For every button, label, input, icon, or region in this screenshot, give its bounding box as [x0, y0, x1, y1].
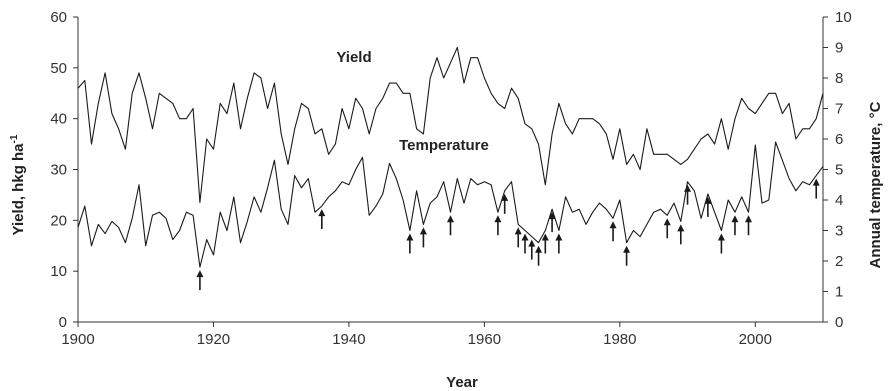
- y-right-tick-label: 7: [835, 101, 843, 118]
- arrow-markers: [196, 178, 820, 291]
- y-right-tick-label: 3: [835, 223, 843, 240]
- arrow-head: [535, 245, 543, 253]
- y-right-tick-labels: 0 1 2 3 4 5 6 7 8 9 10: [835, 9, 852, 331]
- arrow-marker: [548, 212, 556, 233]
- arrow-head: [419, 227, 427, 235]
- y-right-tick-label: 2: [835, 253, 843, 270]
- arrow-marker: [514, 227, 522, 248]
- y-left-axis-title-text: Yield, hkg ha: [10, 143, 27, 236]
- y-left-tick-label: 60: [50, 9, 67, 26]
- arrow-head: [521, 233, 529, 241]
- x-tick-label: 1900: [61, 331, 94, 348]
- arrow-head: [548, 212, 556, 220]
- arrow-head: [731, 215, 739, 223]
- arrow-head: [555, 233, 563, 241]
- arrow-marker: [717, 233, 725, 254]
- arrow-marker: [745, 215, 752, 236]
- y-left-tick-label: 50: [50, 60, 67, 77]
- y-left-tick-label: 20: [50, 212, 67, 229]
- arrow-head: [514, 227, 522, 235]
- x-tick-label: 1960: [468, 331, 501, 348]
- y-left-tick-labels: 0 10 20 30 40 50 60: [50, 9, 67, 331]
- arrow-marker: [419, 227, 427, 248]
- arrow-marker: [406, 233, 414, 254]
- series-label-yield: Yield: [336, 49, 371, 66]
- arrow-head: [623, 245, 631, 253]
- arrow-head: [447, 215, 454, 223]
- arrow-marker: [521, 233, 529, 254]
- y-right-axis-title: Annual temperature, °C: [867, 101, 884, 268]
- arrow-head: [318, 209, 326, 217]
- y-right-tick-label: 6: [835, 131, 843, 148]
- arrow-marker: [731, 215, 739, 236]
- y-left-axis-title: Yield, hkg ha-1: [9, 134, 27, 235]
- arrow-marker: [677, 224, 685, 245]
- arrow-marker: [555, 233, 563, 254]
- y-left-tick-label: 30: [50, 162, 67, 179]
- arrow-head: [677, 224, 685, 232]
- arrow-head: [717, 233, 725, 241]
- y-left-axis-title-sup: -1: [9, 134, 20, 143]
- y-right-tick-label: 10: [835, 9, 852, 26]
- arrow-head: [609, 221, 617, 229]
- arrow-head: [745, 215, 752, 223]
- arrow-marker: [541, 233, 549, 254]
- x-tick-label: 1980: [603, 331, 636, 348]
- y-right-tick-label: 1: [835, 284, 843, 301]
- arrow-marker: [318, 209, 326, 230]
- arrow-head: [704, 196, 712, 204]
- x-tick-label: 1940: [332, 331, 365, 348]
- series-line-yield: [77, 46, 824, 204]
- arrow-head: [541, 233, 549, 241]
- axes-lines: [73, 16, 828, 327]
- x-tick-label: 2000: [739, 331, 772, 348]
- y-left-tick-label: 0: [59, 314, 67, 331]
- arrow-marker: [704, 196, 712, 217]
- arrow-marker: [663, 218, 671, 239]
- y-right-tick-label: 4: [835, 192, 843, 209]
- arrow-marker: [501, 193, 509, 214]
- arrow-marker: [623, 245, 631, 266]
- series-label-temperature: Temperature: [399, 137, 489, 154]
- y-left-tick-label: 40: [50, 111, 67, 128]
- arrow-marker: [447, 215, 454, 236]
- arrow-marker: [812, 178, 820, 199]
- y-right-tick-label: 5: [835, 162, 843, 179]
- arrow-head: [196, 270, 204, 278]
- arrow-marker: [535, 245, 543, 266]
- series-lines: [77, 46, 824, 268]
- arrow-marker: [494, 215, 502, 236]
- y-left-tick-label: 10: [50, 263, 67, 280]
- arrow-head: [501, 193, 509, 201]
- arrow-marker: [609, 221, 617, 242]
- arrow-marker: [684, 184, 692, 205]
- y-right-tick-label: 8: [835, 70, 843, 87]
- arrow-marker: [528, 239, 536, 260]
- x-tick-labels: 1900 1920 1940 1960 1980 2000: [61, 331, 772, 348]
- arrow-head: [684, 184, 692, 192]
- arrow-head: [663, 218, 671, 226]
- arrow-head: [812, 178, 820, 186]
- arrow-head: [406, 233, 414, 241]
- arrow-head: [494, 215, 502, 223]
- series-line-temperature: [77, 141, 824, 268]
- y-right-tick-label: 9: [835, 40, 843, 57]
- arrow-head: [528, 239, 536, 247]
- y-right-tick-label: 0: [835, 314, 843, 331]
- arrow-marker: [196, 270, 204, 291]
- x-axis-title: Year: [446, 374, 478, 391]
- x-tick-label: 1920: [197, 331, 230, 348]
